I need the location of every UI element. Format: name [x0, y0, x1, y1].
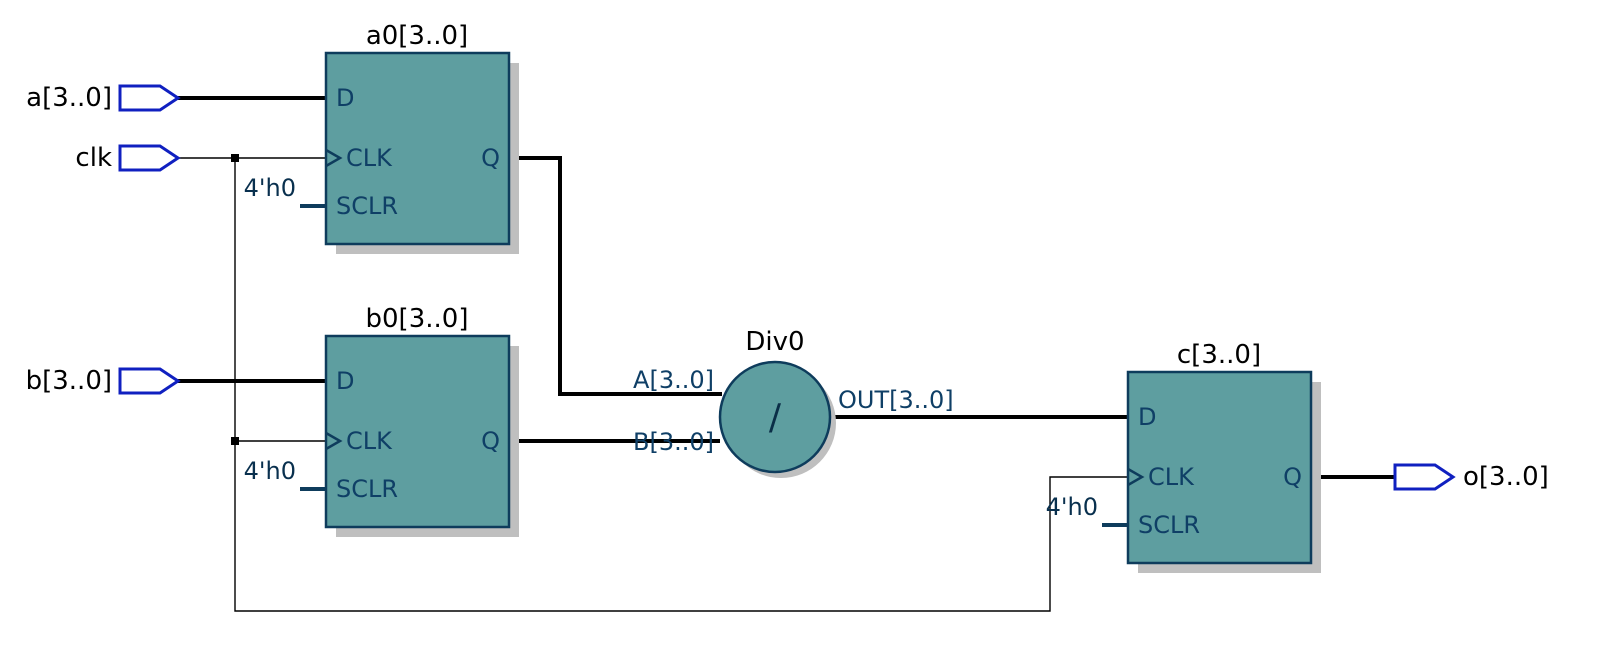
input-pad-icon: [120, 86, 178, 110]
register-b0-port-d: D: [336, 367, 354, 395]
register-b0-port-sclr: SCLR: [336, 475, 398, 503]
register-a0-title: a0[3..0]: [366, 21, 468, 51]
register-c-port-clk: CLK: [1148, 463, 1195, 491]
divider-title: Div0: [745, 327, 804, 357]
register-b0-port-clk: CLK: [346, 427, 393, 455]
divider-port-a: A[3..0]: [633, 366, 714, 394]
junction-dot: [231, 437, 239, 445]
divider-port-b: B[3..0]: [633, 428, 714, 456]
register-a0-port-sclr: SCLR: [336, 192, 398, 220]
register-c-port-q: Q: [1283, 463, 1302, 491]
divider-block: Div0 / A[3..0] B[3..0] OUT[3..0]: [633, 327, 954, 478]
input-label-b: b[3..0]: [26, 366, 112, 396]
input-pad-a: a[3..0]: [26, 83, 178, 113]
wire-a0q-to-diva: [509, 158, 722, 394]
register-c-sclr-const: 4'h0: [1046, 493, 1098, 521]
output-pad-o: o[3..0]: [1395, 462, 1549, 492]
input-pad-b: b[3..0]: [26, 366, 178, 396]
register-b0-sclr-const: 4'h0: [244, 457, 296, 485]
register-c-title: c[3..0]: [1177, 340, 1261, 370]
register-a0-port-d: D: [336, 84, 354, 112]
output-label-o: o[3..0]: [1463, 462, 1549, 492]
register-b0-title: b0[3..0]: [366, 304, 469, 334]
schematic-canvas: a0[3..0] D CLK SCLR Q 4'h0 b0[3..0] D CL…: [0, 0, 1599, 647]
input-pad-clk: clk: [75, 143, 178, 173]
register-c-port-d: D: [1138, 403, 1156, 431]
junction-dot: [231, 154, 239, 162]
register-a0-sclr-const: 4'h0: [244, 174, 296, 202]
input-pad-icon: [120, 369, 178, 393]
register-b0: b0[3..0] D CLK SCLR Q 4'h0: [244, 304, 519, 537]
input-label-clk: clk: [75, 143, 112, 173]
register-b0-port-q: Q: [481, 427, 500, 455]
register-a0-port-clk: CLK: [346, 144, 393, 172]
input-label-a: a[3..0]: [26, 83, 112, 113]
divider-op-label: /: [769, 397, 782, 438]
input-pad-icon: [120, 146, 178, 170]
register-a0-port-q: Q: [481, 144, 500, 172]
register-c-port-sclr: SCLR: [1138, 511, 1200, 539]
register-c: c[3..0] D CLK SCLR Q 4'h0: [1046, 340, 1321, 573]
divider-port-out: OUT[3..0]: [838, 386, 954, 414]
output-pad-icon: [1395, 465, 1453, 489]
register-a0: a0[3..0] D CLK SCLR Q 4'h0: [244, 21, 519, 254]
